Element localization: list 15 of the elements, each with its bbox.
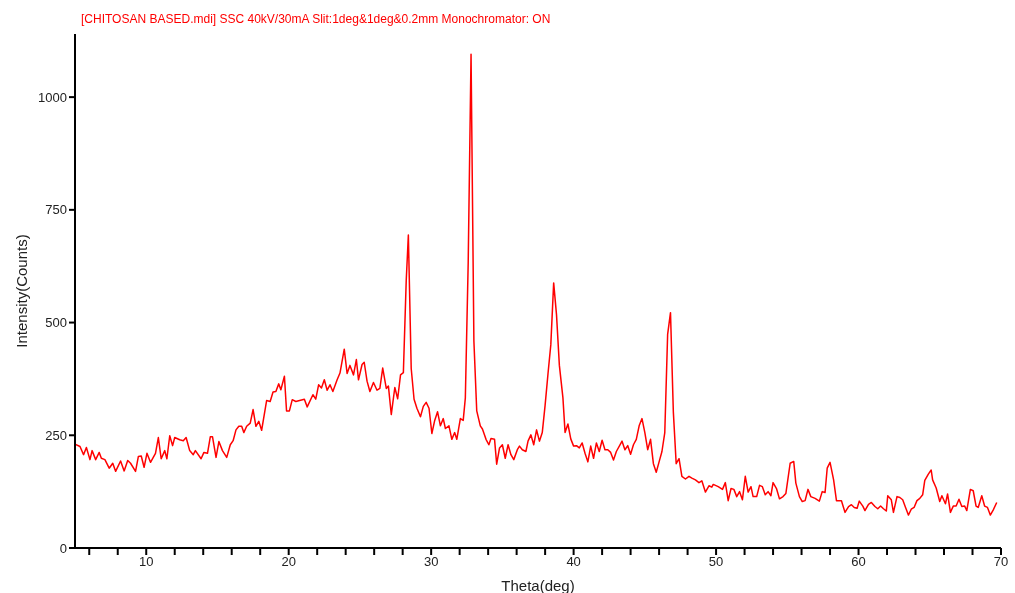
chart-title: [CHITOSAN BASED.mdi] SSC 40kV/30mA Slit:1deg&1deg&0.2mm Monochromator: ON [81, 12, 551, 26]
line-series [75, 53, 998, 516]
y-axis-title: Intensity(Counts) [13, 234, 31, 348]
x-tick-label: 40 [566, 554, 581, 570]
x-tick-label: 10 [139, 554, 154, 570]
y-tick-label: 250 [45, 427, 67, 443]
x-tick-label: 20 [281, 554, 296, 570]
y-tick-label: 1000 [38, 89, 67, 105]
y-tick-label: 500 [45, 315, 67, 331]
x-tick-label: 30 [423, 554, 439, 570]
x-tick-label: 60 [851, 554, 866, 570]
x-tick-label: 70 [993, 554, 1009, 570]
x-tick-label: 50 [708, 554, 724, 570]
y-tick-label: 0 [59, 540, 67, 556]
y-tick-label: 750 [45, 202, 67, 218]
